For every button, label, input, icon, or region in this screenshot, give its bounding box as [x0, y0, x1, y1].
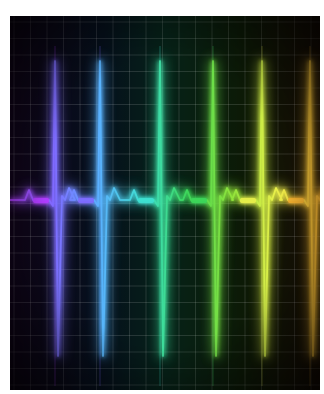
vignette	[10, 16, 320, 390]
ecg-heartbeat-image	[10, 16, 320, 390]
